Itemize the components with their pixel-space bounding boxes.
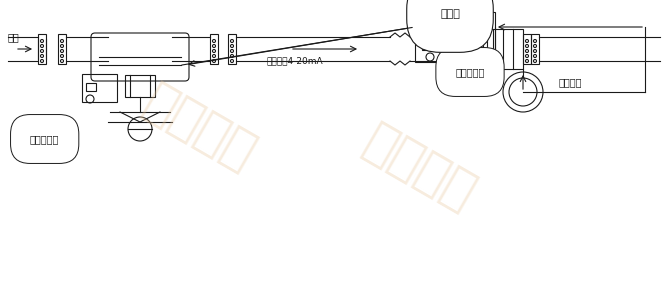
Circle shape <box>534 55 536 57</box>
Bar <box>228 34 236 64</box>
Circle shape <box>41 44 43 48</box>
Circle shape <box>61 44 63 48</box>
Text: 反馈信号: 反馈信号 <box>558 77 582 87</box>
Circle shape <box>61 55 63 57</box>
Bar <box>531 34 539 64</box>
Circle shape <box>534 44 536 48</box>
Circle shape <box>41 49 43 53</box>
Circle shape <box>41 55 43 57</box>
Circle shape <box>212 44 216 48</box>
Circle shape <box>458 49 460 53</box>
Circle shape <box>212 55 216 57</box>
Circle shape <box>230 44 234 48</box>
Circle shape <box>534 59 536 63</box>
Bar <box>82 74 117 102</box>
Circle shape <box>534 40 536 42</box>
Bar <box>422 40 487 50</box>
Circle shape <box>230 59 234 63</box>
Bar <box>422 25 487 37</box>
Circle shape <box>230 40 234 42</box>
Text: 塞纳阀门: 塞纳阀门 <box>136 76 264 178</box>
Bar <box>523 34 531 64</box>
Text: 气动调节阀: 气动调节阀 <box>30 134 59 144</box>
Circle shape <box>458 55 460 57</box>
Circle shape <box>458 40 460 42</box>
Circle shape <box>212 49 216 53</box>
Text: 介质: 介质 <box>8 32 20 42</box>
Circle shape <box>230 49 234 53</box>
Circle shape <box>61 40 63 42</box>
Text: 调节仪: 调节仪 <box>440 9 460 19</box>
Text: 塞纳阀门: 塞纳阀门 <box>356 116 484 218</box>
Bar <box>415 12 495 62</box>
Circle shape <box>212 59 216 63</box>
Circle shape <box>534 49 536 53</box>
Text: 输入信号4-20mA: 输入信号4-20mA <box>267 56 323 65</box>
Circle shape <box>526 44 528 48</box>
Bar <box>58 34 66 64</box>
Bar <box>86 83 96 91</box>
Bar <box>210 34 218 64</box>
FancyBboxPatch shape <box>91 33 189 81</box>
Circle shape <box>458 44 460 48</box>
Circle shape <box>61 49 63 53</box>
Circle shape <box>526 59 528 63</box>
Circle shape <box>230 55 234 57</box>
Circle shape <box>212 40 216 42</box>
Circle shape <box>458 59 460 63</box>
Circle shape <box>526 40 528 42</box>
Circle shape <box>41 40 43 42</box>
Text: 电磁流量计: 电磁流量计 <box>456 67 485 77</box>
Bar <box>125 75 155 97</box>
Circle shape <box>526 49 528 53</box>
Bar <box>38 34 46 64</box>
Bar <box>455 34 463 64</box>
Circle shape <box>41 59 43 63</box>
Circle shape <box>526 55 528 57</box>
Circle shape <box>61 59 63 63</box>
Bar <box>463 29 523 69</box>
